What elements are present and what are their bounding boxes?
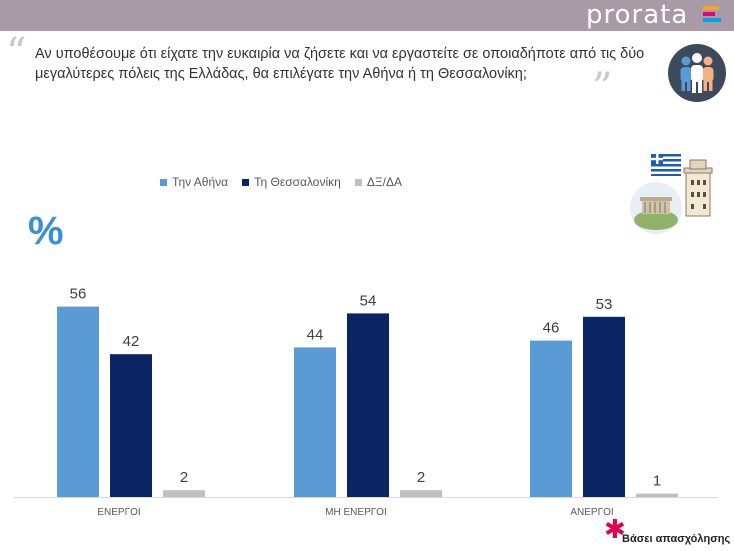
legend-label-thessaloniki: Τη Θεσσαλονίκη (254, 175, 341, 189)
people-icon (668, 44, 726, 102)
bar (110, 354, 152, 497)
category-label: ΜΗ ΕΝΕΡΓΟΙ (325, 507, 387, 518)
data-label: 56 (70, 286, 87, 303)
legend-swatch-thessaloniki (242, 178, 250, 186)
bar (294, 347, 336, 497)
legend-item-thessaloniki: Τη Θεσσαλονίκη (242, 175, 341, 189)
data-label: 53 (596, 296, 613, 313)
data-label: 54 (360, 292, 377, 309)
data-label: 1 (653, 473, 661, 490)
asterisk-icon: ✱ (604, 514, 626, 544)
data-label: 44 (307, 326, 324, 343)
greece-landmarks-icon (630, 150, 713, 234)
legend-label-dk: ΔΞ/ΔΑ (366, 175, 402, 189)
brand-mark-icon (703, 6, 723, 24)
question-text: Αν υποθέσουμε ότι είχατε την ευκαιρία να… (35, 46, 645, 82)
legend-item-dk: ΔΞ/ΔΑ (354, 175, 402, 189)
footnote: ✱ Βάσει απασχόλησης (604, 516, 732, 545)
brand-name: prorata (586, 0, 689, 30)
footnote-text: Βάσει απασχόλησης (622, 533, 731, 545)
data-label: 2 (180, 469, 188, 486)
bar (530, 340, 572, 497)
bar-chart: 56 42 2 ΕΝΕΡΓΟΙ 44 54 2 ΜΗ ΕΝΕΡΓΟΙ 46 53 1 ΑΝΕΡΓΟΙ (14, 286, 718, 518)
open-quote-icon: “ (6, 30, 27, 76)
percent-unit-label: % (28, 209, 64, 253)
legend-swatch-dk (354, 178, 362, 186)
category-label: ΕΝΕΡΓΟΙ (97, 507, 140, 518)
bar (163, 490, 205, 497)
bar (400, 490, 442, 497)
bar (583, 316, 625, 497)
top-bar: prorata (0, 0, 734, 31)
bar (636, 493, 678, 497)
close-quote-icon: ” (592, 65, 613, 111)
category-label: ΑΝΕΡΓΟΙ (570, 507, 613, 518)
data-label: 42 (123, 333, 140, 350)
data-label: 2 (417, 469, 425, 486)
legend-label-athens: Την Αθήνα (172, 175, 229, 189)
legend-swatch-athens (160, 178, 167, 186)
brand-logo: prorata (586, 0, 726, 31)
chart-legend: Την Αθήνα Τη Θεσσαλονίκη ΔΞ/ΔΑ (160, 175, 402, 189)
data-label: 46 (543, 320, 560, 337)
legend-item-athens: Την Αθήνα (160, 175, 228, 189)
bar (347, 313, 389, 497)
bar (57, 306, 99, 497)
